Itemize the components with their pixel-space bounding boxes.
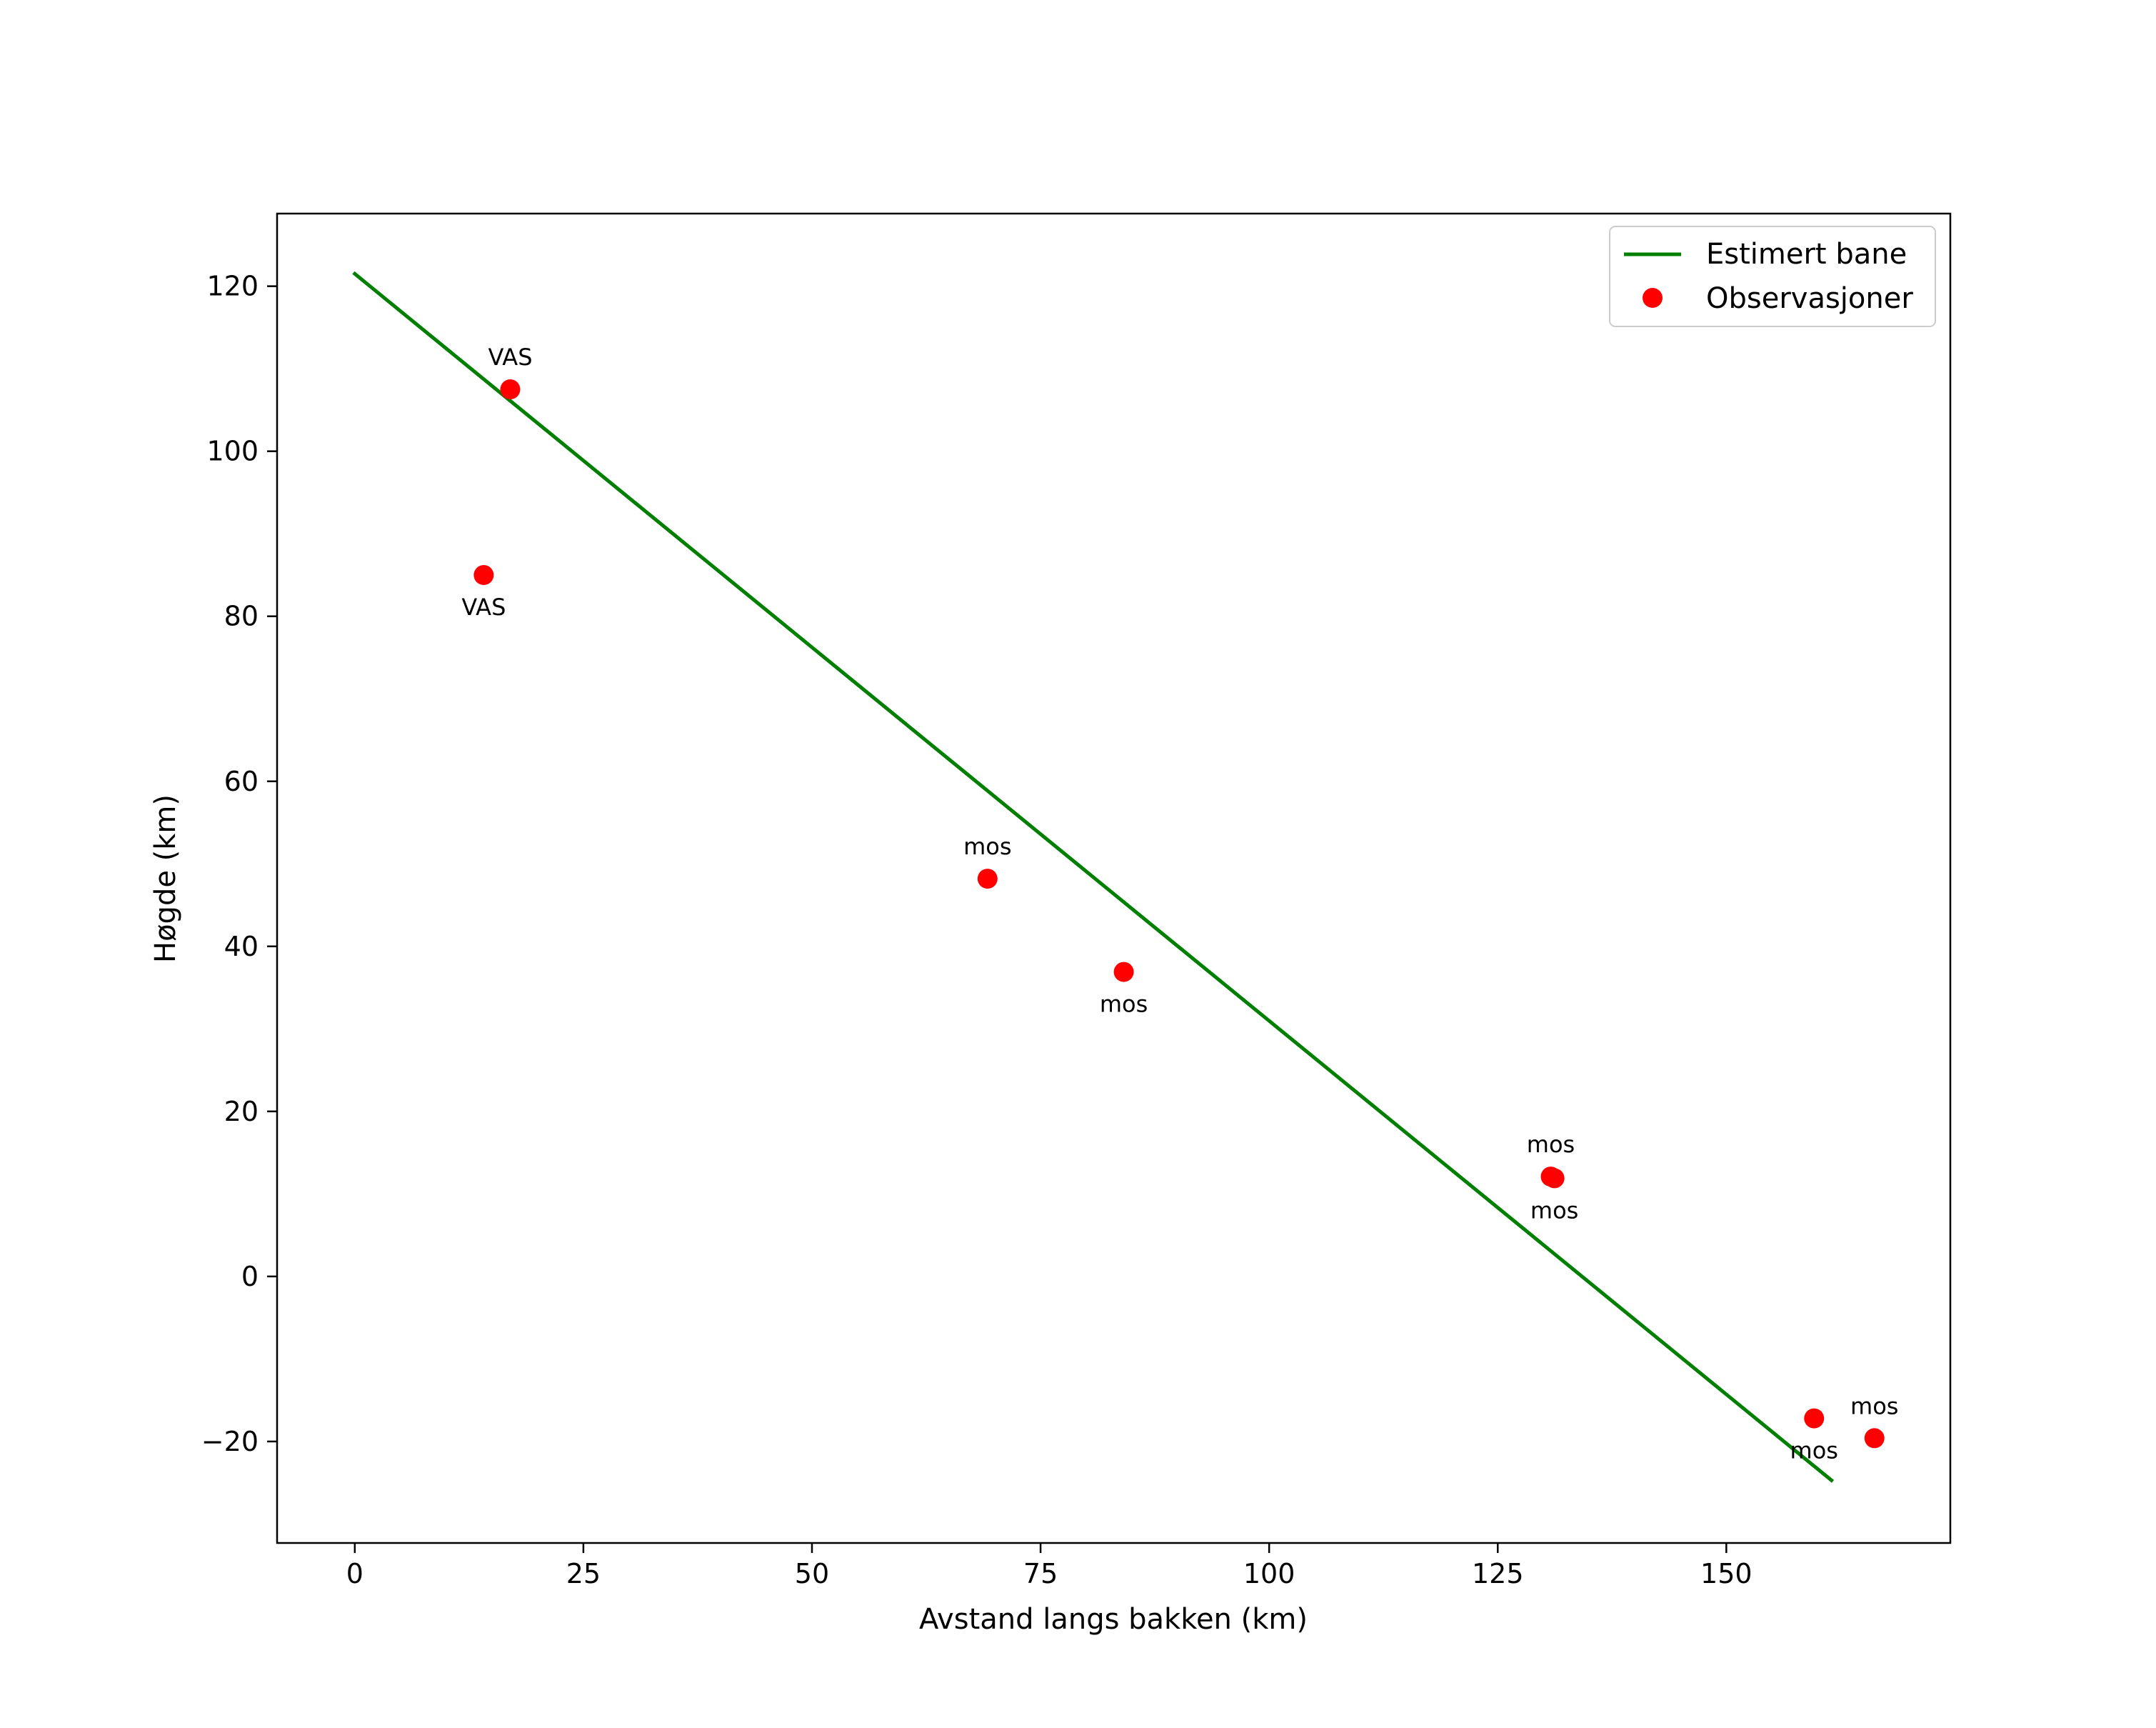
x-tick-label: 25 <box>566 1558 601 1589</box>
legend: Estimert bane Observasjoner <box>1609 226 1936 327</box>
observation-label: VAS <box>461 594 506 621</box>
x-tick-label: 75 <box>1023 1558 1058 1589</box>
legend-line-label: Estimert bane <box>1706 238 1907 271</box>
x-tick-label: 150 <box>1700 1558 1753 1589</box>
observation-label: mos <box>1850 1392 1898 1419</box>
legend-marker-label: Observasjoner <box>1706 282 1913 315</box>
chart-series <box>352 271 1885 1483</box>
y-tick-label: 100 <box>206 436 259 467</box>
observation-point <box>1864 1428 1885 1449</box>
observation-point <box>1113 962 1134 982</box>
x-tick-label: 0 <box>346 1558 363 1589</box>
observation-point <box>977 869 998 889</box>
observation-point <box>1804 1408 1825 1429</box>
legend-box <box>1609 226 1936 327</box>
observation-label: VAS <box>488 344 532 371</box>
observation-point <box>1544 1168 1565 1189</box>
observation-label: mos <box>1530 1197 1578 1224</box>
observation-label: mos <box>1527 1131 1575 1158</box>
x-axis-title: Avstand langs bakken (km) <box>919 1603 1308 1636</box>
observation-label: mos <box>1790 1437 1838 1464</box>
y-tick-label: −20 <box>201 1426 259 1457</box>
y-axis-title: Høgde (km) <box>149 794 182 963</box>
y-tick-label: 20 <box>224 1096 259 1127</box>
observation-label: mos <box>963 833 1011 860</box>
plot-frame <box>276 212 1952 1544</box>
x-tick-label: 125 <box>1472 1558 1524 1589</box>
observation-point <box>473 564 494 585</box>
y-tick-label: 60 <box>224 766 259 797</box>
x-tick-label: 50 <box>795 1558 829 1589</box>
axis-ticks: 0 25 50 75 100 125 150 −20 0 20 40 60 80 100 120 <box>201 271 1753 1589</box>
y-tick-label: 80 <box>224 601 259 632</box>
observation-label: mos <box>1100 991 1148 1018</box>
y-tick-label: 0 <box>241 1261 259 1292</box>
x-tick-label: 100 <box>1243 1558 1295 1589</box>
observation-point <box>500 379 521 400</box>
estimated-trajectory-line <box>352 271 1835 1483</box>
y-tick-label: 120 <box>206 271 259 302</box>
legend-marker-swatch <box>1643 288 1663 308</box>
y-tick-label: 40 <box>224 931 259 962</box>
